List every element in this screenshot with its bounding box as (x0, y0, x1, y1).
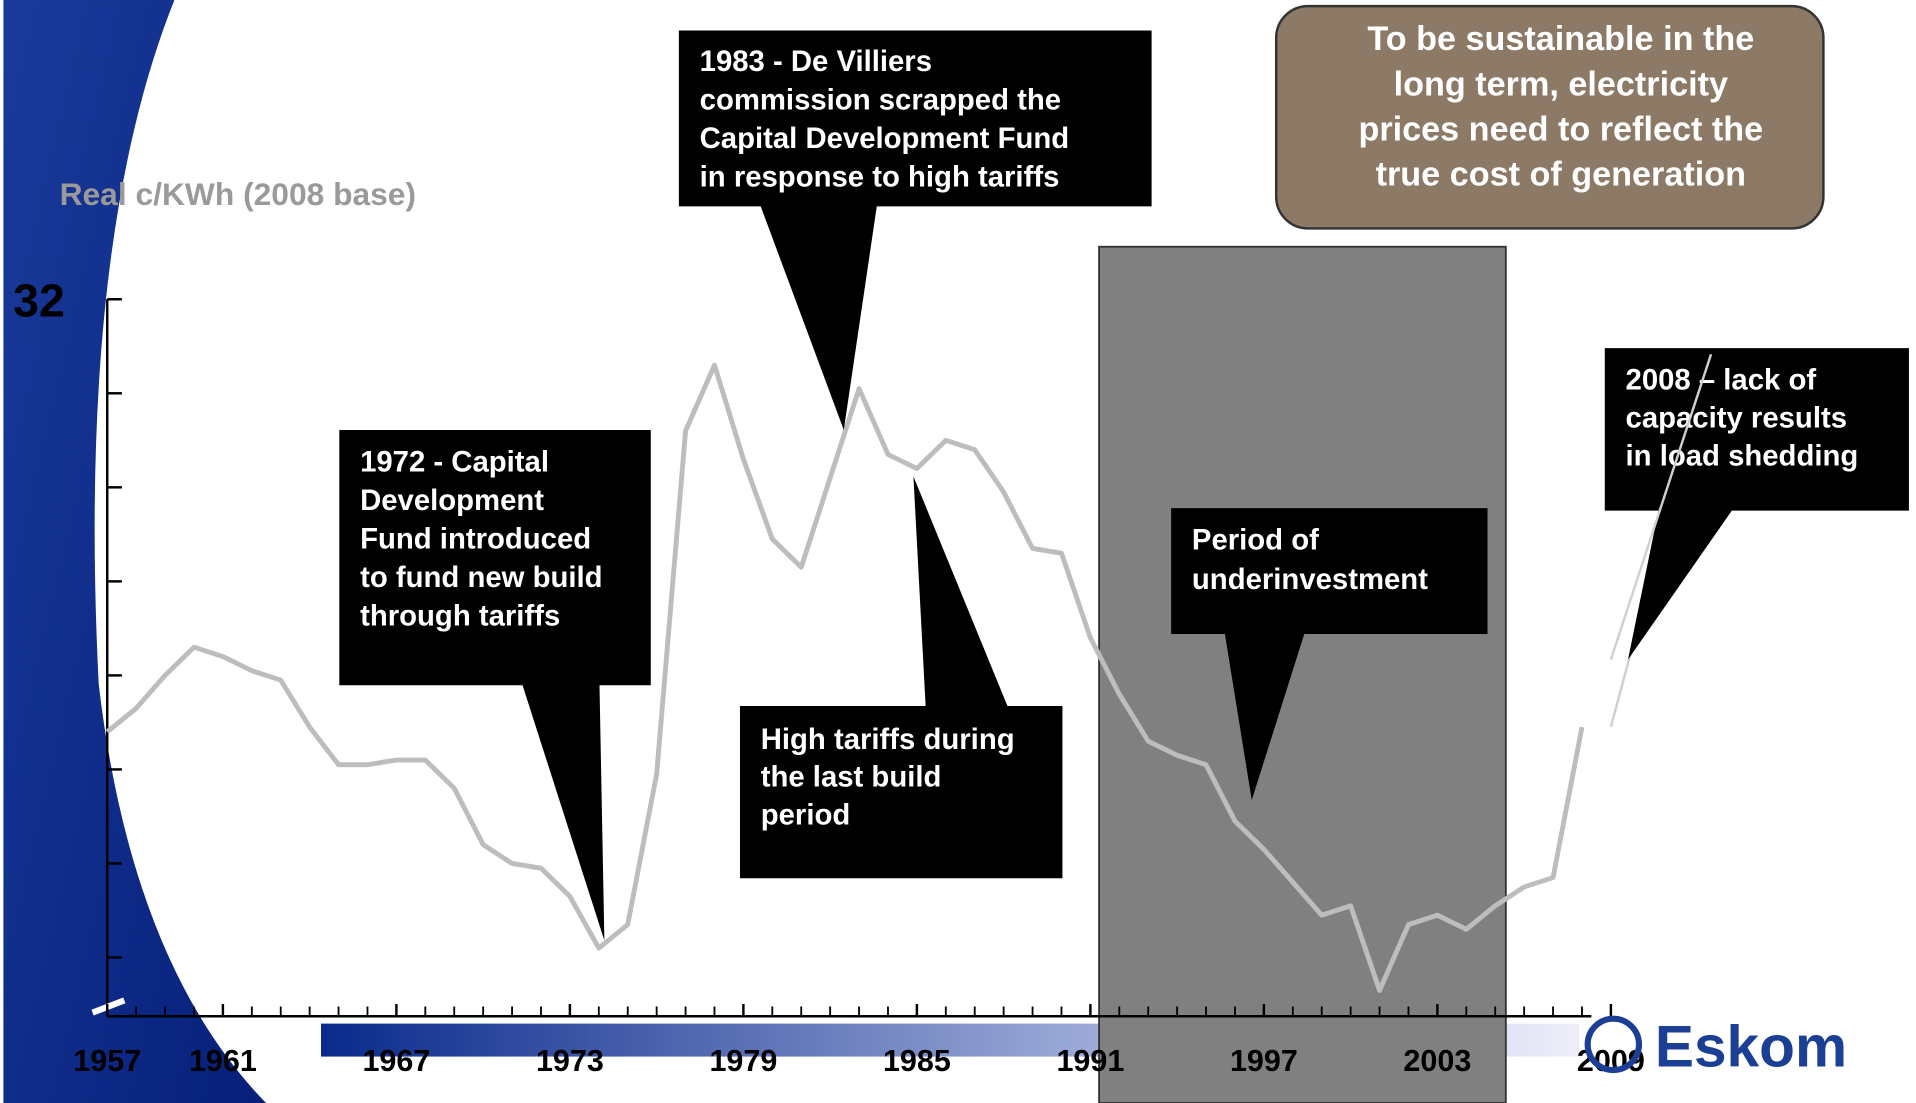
annotation-text: the last build (761, 761, 942, 794)
callout-1972 (339, 429, 651, 941)
x-tick-label: 1991 (1056, 1044, 1124, 1078)
headline-text: true cost of generation (1376, 156, 1746, 194)
x-tick-label: 1985 (883, 1044, 951, 1078)
callout-underinvestment (1171, 508, 1488, 801)
annotation-text: capacity results (1626, 402, 1847, 435)
annotation-text: commission scrapped the (700, 83, 1061, 116)
blue-swoosh (3, 0, 267, 1103)
annotation-text: Capital Development Fund (700, 122, 1070, 155)
annotation-text: in load shedding (1626, 439, 1859, 472)
projection-line-top (1609, 353, 1713, 660)
annotation-text: High tariffs during (761, 723, 1015, 756)
x-tick-label: 1997 (1230, 1044, 1298, 1078)
annotation-text: in response to high tariffs (700, 160, 1060, 193)
annotations: 1983 - De Villiers commission scrapped th… (339, 4, 1909, 941)
annotation-text: underinvestment (1192, 563, 1428, 596)
logo-icon (1584, 1015, 1643, 1074)
x-tick-label: 1979 (709, 1044, 777, 1078)
x-tick-label: 2003 (1403, 1044, 1471, 1078)
annotation-text: period (761, 799, 851, 832)
headline-box (1274, 4, 1825, 230)
y-tick-label: 32 (13, 274, 65, 326)
headline-text: long term, electricity (1394, 65, 1728, 103)
annotation-text: 2008 – lack of (1626, 364, 1817, 397)
x-tick-label: 1961 (189, 1044, 257, 1078)
annotation-text: Fund introduced (360, 522, 591, 555)
x-tick-label: 1957 (73, 1044, 141, 1078)
annotation-text: 1972 - Capital (360, 445, 549, 478)
callout-2008 (1604, 348, 1909, 660)
y-axis-label: Real c/KWh (2008 base) (60, 176, 416, 212)
annotation-text: 1983 - De Villiers (700, 45, 932, 78)
line-series (105, 362, 1585, 993)
callout-high-tariffs (739, 476, 1063, 879)
logo: Eskom (1584, 1014, 1847, 1079)
x-tick-label: 1973 (536, 1044, 604, 1078)
logo-text: Eskom (1655, 1014, 1847, 1079)
x-tick-label: 1967 (362, 1044, 430, 1078)
annotation-text: Period of (1192, 524, 1319, 557)
annotation-text: Development (360, 484, 544, 517)
underinvestment-band (1098, 245, 1507, 1103)
headline-text: prices need to reflect the (1358, 110, 1763, 148)
annotation-text: through tariffs (360, 599, 560, 632)
callout-1983 (678, 30, 1152, 430)
annotation-text: to fund new build (360, 561, 602, 594)
headline-text: To be sustainable in the (1367, 20, 1754, 58)
